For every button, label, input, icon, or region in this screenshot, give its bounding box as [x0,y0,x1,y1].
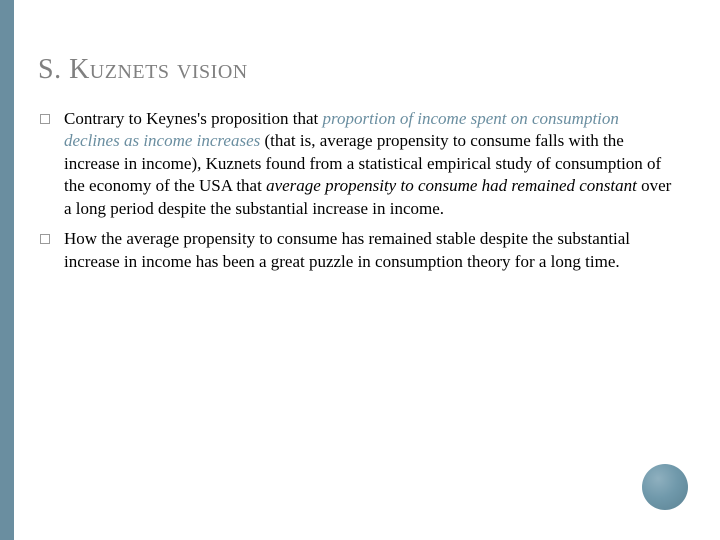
text-emphasis: average propensity to consume had remain… [266,176,637,195]
accent-sidebar [0,0,14,540]
slide-title: S. Kuznets vision [38,54,678,86]
decorative-circle [642,464,688,510]
slide-content: S. Kuznets vision Contrary to Keynes's p… [38,54,678,281]
text-segment: How the average propensity to consume ha… [64,229,630,270]
text-segment: Contrary to Keynes's proposition that [64,109,323,128]
list-item: How the average propensity to consume ha… [38,228,678,273]
list-item: Contrary to Keynes's proposition that pr… [38,108,678,220]
bullet-list: Contrary to Keynes's proposition that pr… [38,108,678,273]
